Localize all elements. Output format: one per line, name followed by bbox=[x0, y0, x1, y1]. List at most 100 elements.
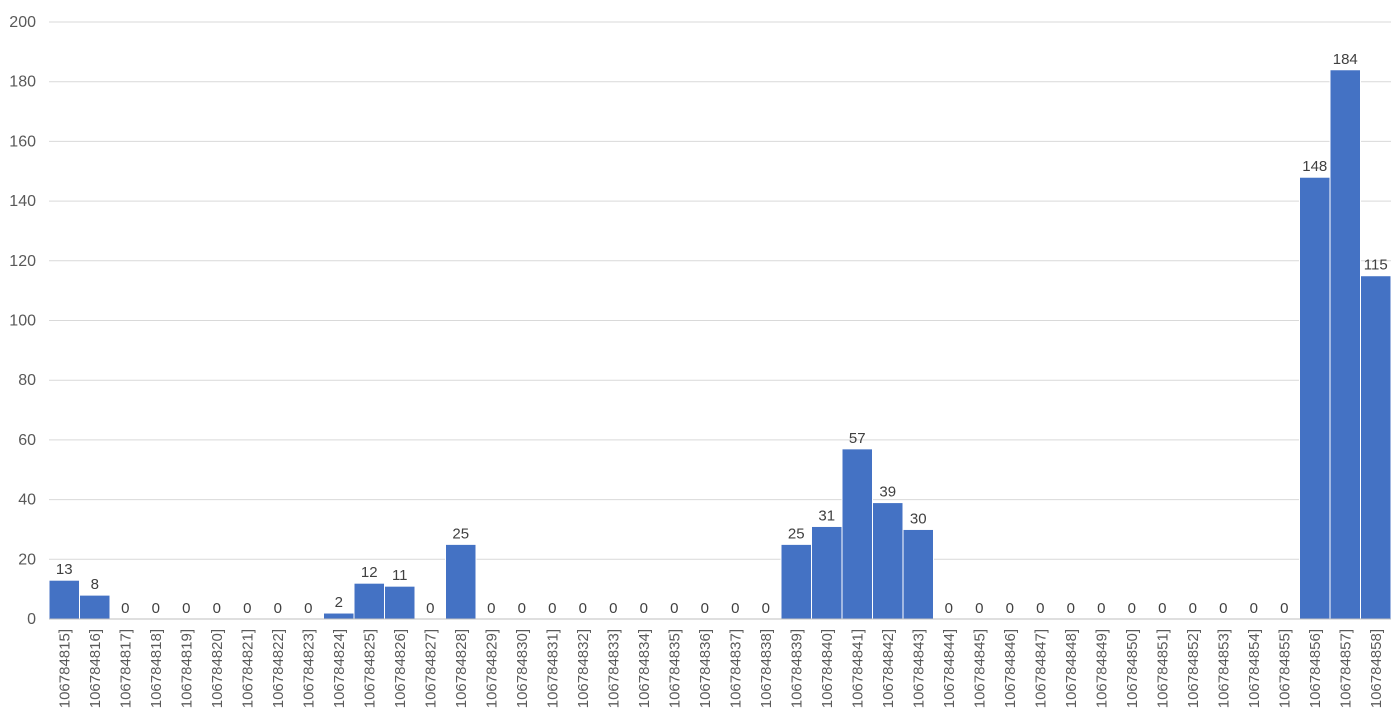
x-tick-label: 106784849] bbox=[1093, 629, 1110, 708]
x-tick-label: 106784853] bbox=[1215, 629, 1232, 708]
y-tick-label: 140 bbox=[9, 193, 36, 210]
x-tick-label: 106784816] bbox=[87, 629, 104, 708]
data-label: 184 bbox=[1333, 51, 1358, 68]
x-tick-label: 106784845] bbox=[971, 629, 988, 708]
data-label: 57 bbox=[849, 430, 866, 447]
y-tick-label: 80 bbox=[18, 372, 36, 389]
x-tick-label: 106784824] bbox=[331, 629, 348, 708]
bar bbox=[841, 448, 873, 620]
data-label: 0 bbox=[670, 600, 678, 617]
bar bbox=[353, 582, 385, 620]
data-label: 0 bbox=[274, 600, 282, 617]
data-label: 0 bbox=[579, 600, 587, 617]
x-tick-label: 106784823] bbox=[300, 629, 317, 708]
y-tick-label: 180 bbox=[9, 74, 36, 91]
data-label: 0 bbox=[1067, 600, 1075, 617]
data-label: 12 bbox=[361, 564, 378, 581]
data-label: 115 bbox=[1364, 257, 1388, 274]
x-tick-label: 106784818] bbox=[148, 629, 165, 708]
x-tick-label: 106784832] bbox=[575, 629, 592, 708]
x-tick-label: 106784856] bbox=[1307, 629, 1324, 708]
data-label: 0 bbox=[731, 600, 739, 617]
data-label: 0 bbox=[152, 600, 160, 617]
data-label: 0 bbox=[701, 600, 709, 617]
x-tick-label: 106784815] bbox=[56, 629, 73, 708]
data-label: 0 bbox=[1036, 600, 1044, 617]
data-label: 0 bbox=[640, 600, 648, 617]
bars bbox=[48, 69, 1392, 620]
data-label: 30 bbox=[910, 510, 927, 527]
x-tick-label: 106784834] bbox=[636, 629, 653, 708]
data-label: 0 bbox=[518, 600, 526, 617]
data-labels: 13 8 0 0 0 0 0 0 0 2 12 11 0 25 0 0 0 0 0 0 0 0 0 0 25 31 57 39 30 0 0… bbox=[56, 51, 1388, 617]
x-tick-label: 106784822] bbox=[270, 629, 287, 708]
data-label: 0 bbox=[1280, 600, 1288, 617]
x-tick-label: 106784850] bbox=[1124, 629, 1141, 708]
bar bbox=[780, 543, 812, 620]
bar bbox=[48, 579, 80, 620]
x-tick-label: 106784835] bbox=[666, 629, 683, 708]
x-tick-label: 106784825] bbox=[361, 629, 378, 708]
x-tick-label: 106784857] bbox=[1337, 629, 1354, 708]
data-label: 0 bbox=[487, 600, 495, 617]
bar bbox=[1329, 69, 1361, 620]
data-label: 0 bbox=[426, 600, 434, 617]
x-tick-label: 106784838] bbox=[758, 629, 775, 708]
x-tick-label: 106784831] bbox=[544, 629, 561, 708]
x-tick-label: 106784854] bbox=[1246, 629, 1263, 708]
x-tick-label: 106784817] bbox=[117, 629, 134, 708]
x-tick-label: 106784819] bbox=[178, 629, 195, 708]
x-tick-label: 106784841] bbox=[849, 629, 866, 708]
data-label: 2 bbox=[335, 594, 343, 611]
x-tick-label: 106784847] bbox=[1032, 629, 1049, 708]
bar bbox=[1299, 176, 1331, 620]
data-label: 0 bbox=[1128, 600, 1136, 617]
bar bbox=[79, 594, 111, 620]
x-tick-label: 106784833] bbox=[605, 629, 622, 708]
y-tick-label: 40 bbox=[18, 492, 36, 509]
bar bbox=[1360, 275, 1392, 620]
y-tick-label: 0 bbox=[27, 611, 36, 628]
data-label: 148 bbox=[1302, 158, 1327, 175]
x-tick-label: 106784827] bbox=[422, 629, 439, 708]
x-tick-label: 106784837] bbox=[727, 629, 744, 708]
x-tick-label: 106784836] bbox=[697, 629, 714, 708]
data-label: 0 bbox=[1006, 600, 1014, 617]
data-label: 0 bbox=[1250, 600, 1258, 617]
x-tick-label: 106784820] bbox=[209, 629, 226, 708]
x-tick-label: 106784828] bbox=[453, 629, 470, 708]
y-tick-label: 160 bbox=[9, 133, 36, 150]
y-tick-label: 120 bbox=[9, 253, 36, 270]
x-tick-label: 106784826] bbox=[392, 629, 409, 708]
bar bbox=[445, 543, 477, 620]
data-label: 0 bbox=[762, 600, 770, 617]
bar bbox=[323, 612, 355, 620]
x-tick-label: 106784830] bbox=[514, 629, 531, 708]
x-tick-label: 106784843] bbox=[910, 629, 927, 708]
x-tick-label: 106784855] bbox=[1276, 629, 1293, 708]
bar bbox=[384, 585, 416, 620]
data-label: 39 bbox=[879, 484, 896, 501]
data-label: 0 bbox=[121, 600, 129, 617]
x-tick-label: 106784840] bbox=[819, 629, 836, 708]
x-tick-label: 106784844] bbox=[941, 629, 958, 708]
x-axis-tick-labels: 106784815] 106784816] 106784817] 106784818]… bbox=[56, 629, 1385, 708]
data-label: 0 bbox=[1189, 600, 1197, 617]
x-tick-label: 106784829] bbox=[483, 629, 500, 708]
x-tick-label: 106784839] bbox=[788, 629, 805, 708]
x-tick-label: 106784858] bbox=[1368, 629, 1385, 708]
data-label: 8 bbox=[91, 576, 99, 593]
y-tick-label: 100 bbox=[9, 313, 36, 330]
gridlines bbox=[49, 21, 1391, 560]
x-tick-label: 106784848] bbox=[1063, 629, 1080, 708]
data-label: 0 bbox=[548, 600, 556, 617]
data-label: 0 bbox=[609, 600, 617, 617]
y-tick-label: 20 bbox=[18, 551, 36, 568]
data-label: 0 bbox=[213, 600, 221, 617]
data-label: 31 bbox=[818, 507, 835, 524]
data-label: 0 bbox=[243, 600, 251, 617]
x-tick-label: 106784846] bbox=[1002, 629, 1019, 708]
data-label: 0 bbox=[304, 600, 312, 617]
